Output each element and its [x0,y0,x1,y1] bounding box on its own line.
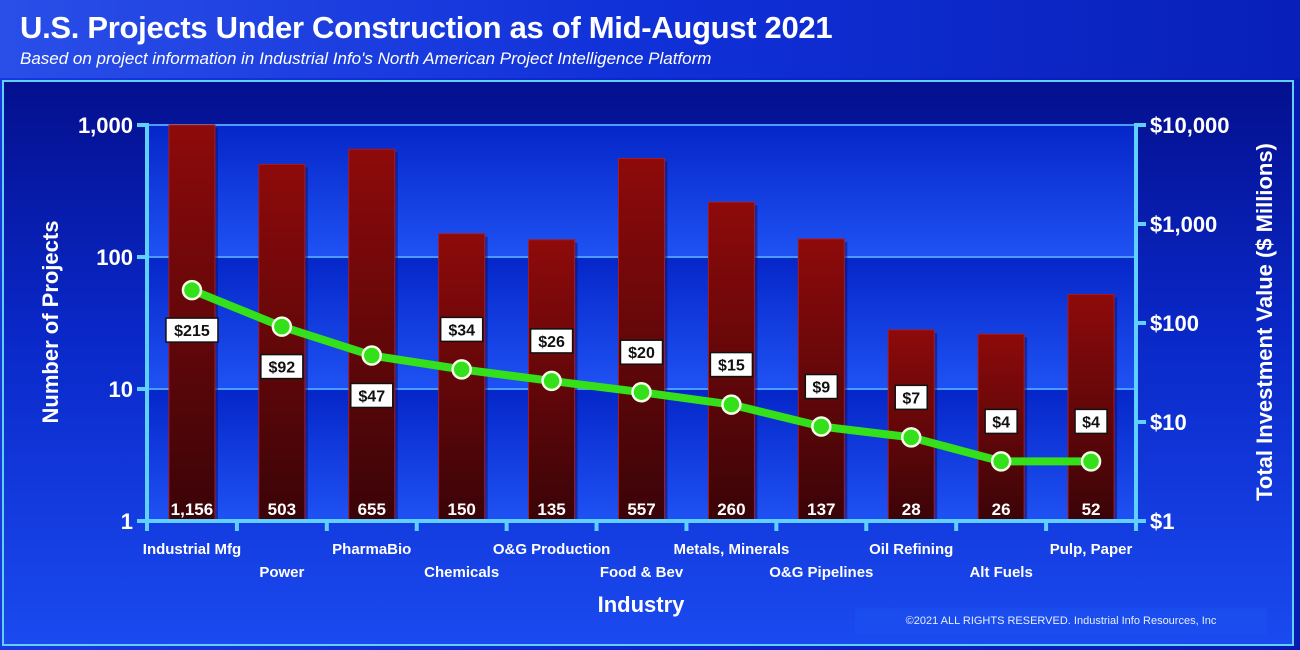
bar [348,148,396,522]
line-value-label: $15 [709,351,754,378]
line-value-label: $92 [260,353,304,380]
label-box [619,339,664,365]
label-text: $215 [174,323,210,340]
label-box [894,384,928,411]
line-value-label: $9 [804,373,839,400]
label-box [984,408,1018,435]
chart-subtitle: Based on project information in Industri… [20,49,712,68]
label-box [350,382,394,409]
x-tick-label: Chemicals [424,564,499,581]
x-tick-label: Metals, Minerals [673,541,789,558]
line-point [811,416,832,437]
header-banner: U.S. Projects Under Construction as of M… [0,0,1300,78]
bar [887,329,935,522]
line-point [181,279,203,301]
chart-title: U.S. Projects Under Construction as of M… [20,10,833,45]
label-text: $4 [1082,414,1100,431]
y-axis-label: Number of Projects [38,221,63,424]
label-box [439,316,484,343]
line-point [721,394,742,415]
bar-value-label: 1,156 [171,500,214,519]
x-tick-label: Pulp, Paper [1050,541,1133,558]
bar-value-label: 150 [447,500,475,519]
line-value-label: $20 [619,339,664,365]
label-text: $9 [812,380,830,397]
x-tick-label: PharmaBio [332,541,411,558]
y2-tick-label: $100 [1150,311,1199,336]
line-point [1080,451,1102,472]
x-tick-label: Industrial Mfg [143,541,241,558]
label-text: $4 [992,414,1010,431]
label-text: $47 [358,388,385,405]
line-value-label: $26 [529,328,574,354]
y2-axis-label: Total Investment Value ($ Millions) [1252,143,1277,501]
line-value-label: $7 [894,384,928,411]
bar-value-label: 503 [268,500,296,519]
line-point [900,427,922,448]
bar [1067,293,1115,522]
line-point [451,359,472,380]
x-tick-label: Alt Fuels [969,564,1032,581]
line-point [271,316,293,337]
y2-tick-label: $1 [1150,509,1174,534]
bar-value-label: 28 [902,500,921,519]
label-text: $15 [718,358,745,375]
copyright-notice: ©2021 ALL RIGHTS RESERVED. Industrial In… [855,608,1267,634]
bar-value-label: 260 [717,500,745,519]
bar [258,163,306,522]
label-box [260,353,304,380]
line-point [631,381,652,403]
line-point [990,451,1012,472]
bar-value-label: 557 [627,500,655,519]
bar-value-label: 52 [1082,500,1101,519]
bar-value-label: 26 [992,500,1011,519]
label-box [529,328,574,354]
line-value-label: $47 [350,382,394,409]
y-tick-label: 1 [121,509,133,534]
y2-tick-label: $10 [1150,410,1187,435]
line-value-label: $215 [165,317,219,343]
label-text: $20 [628,345,655,362]
y2-tick-label: $1,000 [1150,212,1217,237]
label-box [804,373,839,400]
label-text: $7 [902,390,920,407]
bar-value-label: 655 [358,500,386,519]
label-box [709,351,754,378]
label-box [165,317,219,343]
line-value-label: $34 [439,316,484,343]
y-tick-label: 10 [109,377,133,402]
x-tick-label: Power [259,564,304,581]
label-text: $34 [448,322,475,339]
line-point [541,370,562,392]
data-labels: 1,156 503 655 150 135 557 260 137 28 26 52 $215 $92 $… [165,316,1108,519]
y-tick-label: 100 [96,245,133,270]
bar-value-label: 135 [537,500,565,519]
label-box [1074,408,1108,435]
x-tick-label: Oil Refining [869,541,953,558]
x-tick-label: O&G Production [493,541,611,558]
line-point [361,345,383,366]
label-text: $92 [269,360,296,377]
label-text: $26 [538,334,565,351]
bar-value-label: 137 [807,500,835,519]
x-tick-label: O&G Pipelines [769,564,873,581]
x-axis-label: Industry [598,592,686,617]
investment-line [181,279,1102,472]
line-value-label: $4 [984,408,1018,435]
y-tick-label: 1,000 [78,113,133,138]
x-tick-label: Food & Bev [600,564,684,581]
axes: 1 10 100 1,000 $1 $10 $100 $1,000 $10,000 Industr… [78,113,1230,581]
line-value-label: $4 [1074,408,1108,435]
y2-tick-label: $10,000 [1150,113,1230,138]
